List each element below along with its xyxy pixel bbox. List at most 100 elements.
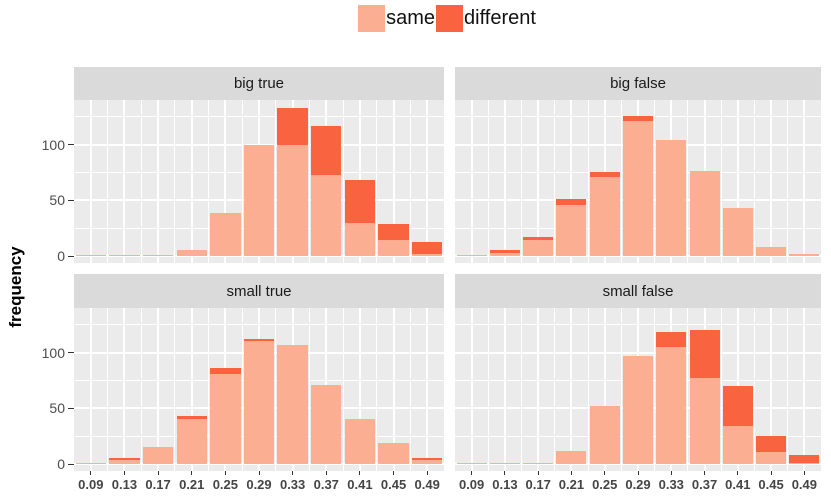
gridline-minor	[376, 100, 378, 263]
x-tick-label: 0.25	[592, 477, 618, 492]
bar-same	[789, 462, 820, 464]
x-tick-label: 0.21	[558, 477, 585, 492]
legend-item-same: same	[358, 4, 436, 32]
bar-same	[523, 462, 554, 464]
bar-same	[311, 384, 342, 464]
bar-same	[243, 341, 275, 464]
bar-different	[789, 455, 820, 463]
x-tick-label: 0.45	[758, 477, 784, 492]
bar-different	[277, 107, 308, 145]
x-tick-label: 0.17	[525, 477, 551, 492]
gridline-major	[426, 100, 429, 263]
bar-same	[75, 462, 107, 464]
bar-same	[176, 419, 207, 464]
bar-different	[344, 180, 376, 223]
x-axis-tick	[393, 471, 395, 475]
legend-label-different: different	[464, 6, 536, 29]
bar-same	[656, 140, 687, 256]
gridline-minor	[554, 100, 556, 263]
x-axis-tick	[704, 471, 706, 475]
x-tick-label: 0.45	[380, 477, 407, 492]
bar-different	[689, 330, 720, 379]
gridline-major	[392, 308, 395, 471]
bar-different	[523, 237, 554, 241]
y-tick-label: 50	[49, 192, 65, 209]
bar-same	[344, 419, 376, 464]
gridline-minor	[140, 100, 142, 263]
x-tick-label: 0.49	[414, 477, 440, 492]
x-axis-tick	[90, 471, 92, 475]
gridline-minor	[487, 100, 489, 263]
facet-big-false: big false	[455, 67, 821, 263]
bar-same	[456, 462, 487, 464]
gridline-minor	[241, 100, 243, 263]
bar-same	[489, 252, 520, 256]
gridline-major	[537, 100, 540, 263]
bar-same	[311, 174, 342, 256]
x-axis-tick	[123, 471, 125, 475]
gridline-major	[157, 308, 160, 471]
x-tick-label: 0.09	[458, 477, 485, 492]
bar-same	[656, 346, 687, 464]
gridline-minor	[654, 308, 656, 471]
x-tick-label: 0.13	[492, 477, 518, 492]
x-axis-tick	[570, 471, 572, 475]
gridline-major	[157, 100, 160, 263]
bar-different	[656, 332, 687, 347]
gridline-minor	[521, 100, 523, 263]
bar-same	[411, 253, 443, 256]
bar-different	[311, 125, 342, 175]
x-tick-label: 0.41	[725, 477, 751, 492]
bar-same	[411, 459, 443, 464]
facet-strip: big true	[74, 67, 444, 100]
gridline-major	[190, 100, 193, 263]
bar-same	[622, 121, 654, 256]
bar-same	[277, 144, 308, 256]
gridline-major	[770, 100, 773, 263]
x-tick-label: 0.29	[246, 477, 272, 492]
bar-same	[75, 254, 107, 256]
gridline-minor	[342, 100, 344, 263]
bar-same	[789, 253, 820, 256]
gridline-major	[358, 308, 361, 471]
bar-different	[589, 172, 620, 177]
gridline-minor	[587, 100, 589, 263]
gridline-minor	[241, 308, 243, 471]
bar-different	[411, 241, 443, 254]
gridline-major	[503, 308, 506, 471]
y-axis-tick	[68, 144, 74, 145]
x-axis-tick	[471, 471, 473, 475]
gridline-major	[570, 308, 573, 471]
bar-different	[756, 436, 787, 452]
bar-same	[344, 222, 376, 256]
gridline-minor	[208, 100, 210, 263]
bar-same	[142, 447, 174, 464]
legend-key-different-swatch	[436, 4, 463, 32]
y-axis-tick	[68, 407, 74, 409]
facet-strip: small true	[74, 274, 444, 308]
legend-key-same-swatch	[358, 4, 386, 32]
gridline-minor	[376, 308, 378, 471]
bar-same	[176, 250, 207, 256]
panel	[455, 100, 821, 263]
bar-same	[378, 240, 409, 256]
x-tick-label: 0.21	[179, 477, 205, 492]
bar-same	[109, 459, 140, 464]
bar-same	[556, 204, 587, 256]
gridline-minor	[487, 308, 489, 471]
x-axis-tick	[224, 471, 226, 475]
bar-different	[109, 458, 140, 460]
legend-label-same: same	[386, 6, 435, 29]
gridline-minor	[720, 100, 722, 263]
x-tick-label: 0.09	[78, 477, 104, 492]
bar-same	[142, 254, 174, 256]
x-axis-tick	[157, 471, 159, 475]
gridline-minor	[587, 308, 589, 471]
gridline-major	[503, 100, 506, 263]
gridline-minor	[342, 308, 344, 471]
gridline-minor	[308, 100, 310, 263]
facet-title: small true	[226, 282, 292, 300]
gridline-minor	[521, 308, 523, 471]
x-axis-tick	[504, 471, 506, 475]
